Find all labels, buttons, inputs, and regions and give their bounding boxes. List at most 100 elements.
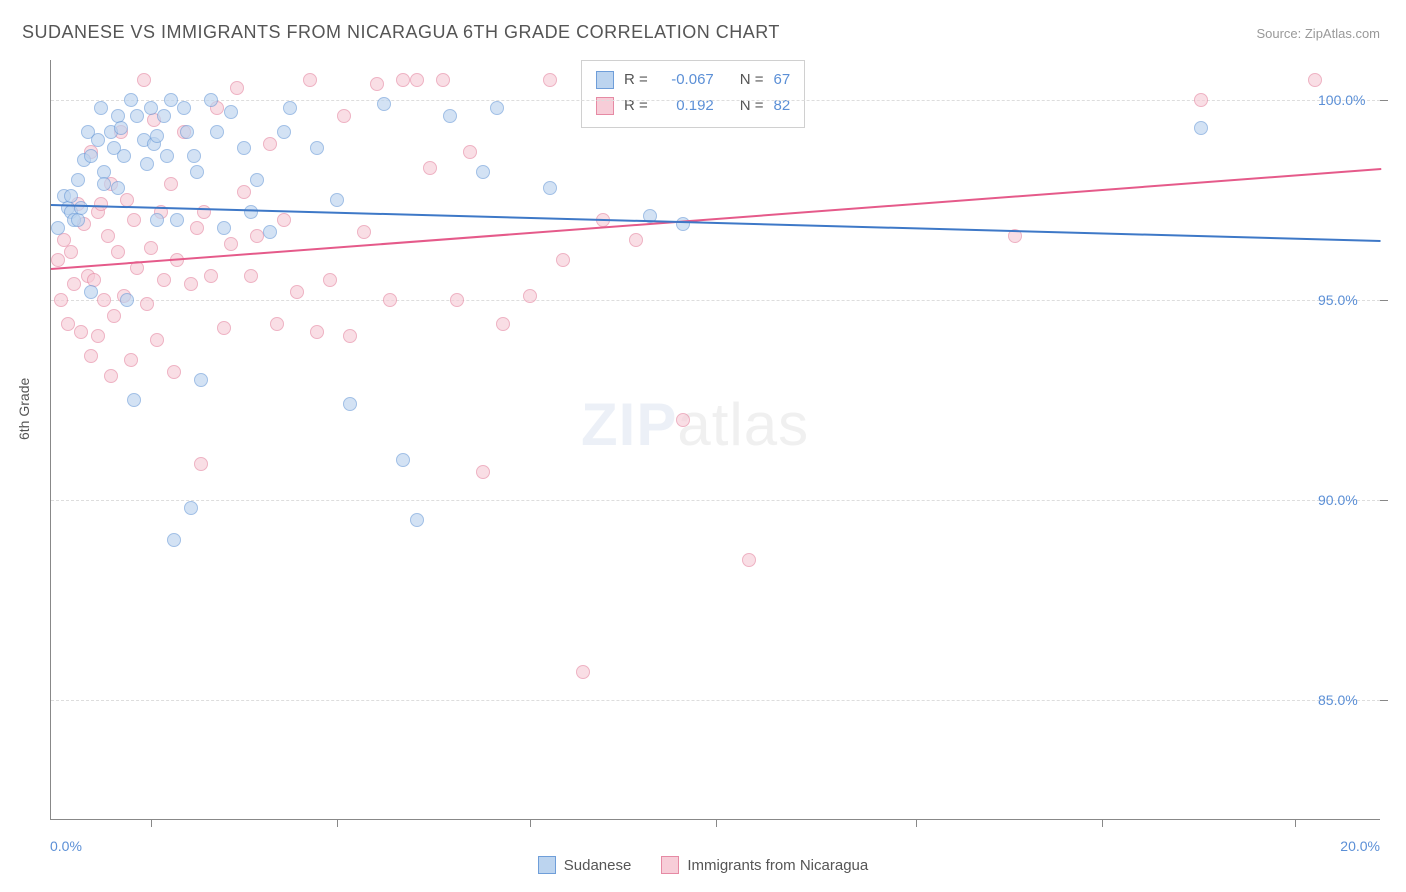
scatter-point-a [84,149,98,163]
n-value-b: 82 [774,93,791,119]
scatter-point-a [140,157,154,171]
scatter-point-b [184,277,198,291]
scatter-point-b [224,237,238,251]
scatter-point-b [337,109,351,123]
scatter-point-a [543,181,557,195]
legend-label-a: Sudanese [564,857,632,874]
scatter-point-b [120,193,134,207]
scatter-point-b [137,73,151,87]
scatter-point-a [51,221,65,235]
scatter-point-b [410,73,424,87]
scatter-point-b [101,229,115,243]
scatter-point-a [490,101,504,115]
scatter-point-a [150,213,164,227]
xtick-mark [530,819,531,827]
scatter-point-a [310,141,324,155]
plot-area: ZIPatlas R = -0.067 N = 67 R = 0.192 N =… [50,60,1380,820]
legend-swatch-a [538,856,556,874]
scatter-point-a [187,149,201,163]
xtick-mark [337,819,338,827]
scatter-point-a [396,453,410,467]
scatter-point-b [54,293,68,307]
scatter-point-b [277,213,291,227]
gridline [51,100,1380,101]
scatter-point-b [230,81,244,95]
scatter-point-b [423,161,437,175]
scatter-point-a [210,125,224,139]
scatter-point-b [742,553,756,567]
scatter-point-b [67,277,81,291]
scatter-point-a [190,165,204,179]
scatter-point-b [91,329,105,343]
scatter-point-a [111,181,125,195]
scatter-point-b [217,321,231,335]
scatter-point-b [244,269,258,283]
ytick-label: 100.0% [1318,92,1365,108]
scatter-point-a [217,221,231,235]
scatter-point-b [64,245,78,259]
scatter-point-b [463,145,477,159]
legend-label-b: Immigrants from Nicaragua [687,857,868,874]
scatter-point-a [64,189,78,203]
scatter-point-a [84,285,98,299]
ytick-mark [1380,300,1388,301]
scatter-point-a [127,393,141,407]
scatter-point-a [410,513,424,527]
n-label: N = [740,93,764,119]
scatter-point-b [263,137,277,151]
scatter-point-a [283,101,297,115]
xtick-mark [1102,819,1103,827]
scatter-point-b [450,293,464,307]
scatter-point-b [140,297,154,311]
scatter-point-a [237,141,251,155]
scatter-point-b [157,273,171,287]
scatter-point-b [164,177,178,191]
xtick-mark [151,819,152,827]
scatter-point-a [74,201,88,215]
scatter-point-a [167,533,181,547]
r-value-a: -0.067 [658,67,714,93]
chart-title: SUDANESE VS IMMIGRANTS FROM NICARAGUA 6T… [22,22,780,43]
scatter-point-a [1194,121,1208,135]
scatter-point-a [97,177,111,191]
scatter-point-b [323,273,337,287]
ytick-label: 85.0% [1318,692,1358,708]
scatter-point-b [127,213,141,227]
scatter-point-b [543,73,557,87]
scatter-point-b [150,333,164,347]
scatter-point-b [84,349,98,363]
scatter-point-b [576,665,590,679]
ytick-mark [1380,100,1388,101]
scatter-point-a [377,97,391,111]
scatter-point-b [290,285,304,299]
gridline [51,700,1380,701]
scatter-point-b [74,325,88,339]
scatter-point-b [94,197,108,211]
scatter-point-b [237,185,251,199]
scatter-point-b [396,73,410,87]
ytick-mark [1380,700,1388,701]
scatter-point-b [194,457,208,471]
stats-row-series-b: R = 0.192 N = 82 [596,93,790,119]
scatter-point-a [114,121,128,135]
scatter-point-b [144,241,158,255]
n-label: N = [740,67,764,93]
scatter-point-a [117,149,131,163]
scatter-point-a [330,193,344,207]
scatter-point-b [270,317,284,331]
ytick-label: 90.0% [1318,492,1358,508]
scatter-point-a [71,213,85,227]
scatter-point-b [303,73,317,87]
scatter-point-a [157,109,171,123]
xtick-mark [1295,819,1296,827]
scatter-point-a [150,129,164,143]
ytick-mark [1380,500,1388,501]
scatter-point-b [676,413,690,427]
scatter-point-a [263,225,277,239]
scatter-point-a [130,109,144,123]
watermark: ZIPatlas [581,390,809,459]
source-attribution: Source: ZipAtlas.com [1256,26,1380,41]
scatter-point-a [120,293,134,307]
scatter-point-a [224,105,238,119]
ytick-label: 95.0% [1318,292,1358,308]
